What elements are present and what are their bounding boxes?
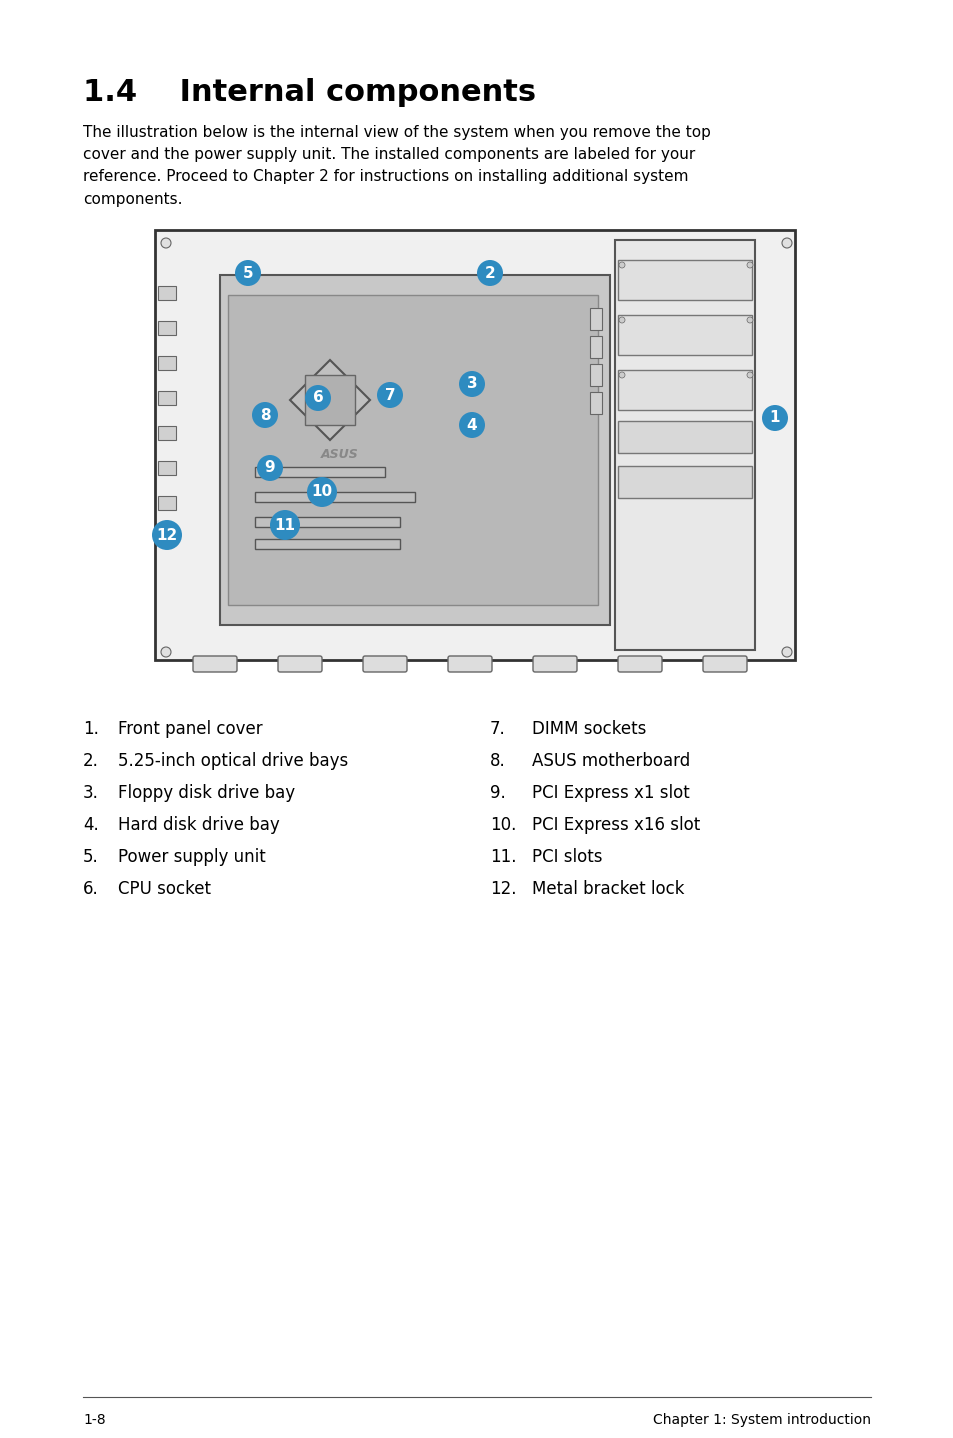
FancyBboxPatch shape (448, 656, 492, 672)
Circle shape (781, 647, 791, 657)
Text: 9.: 9. (490, 784, 505, 802)
Circle shape (305, 385, 331, 411)
Bar (158, 531, 175, 545)
Text: 12: 12 (156, 528, 177, 542)
Bar (254, 492, 415, 502)
Bar (158, 357, 175, 370)
Text: 5.25-inch optical drive bays: 5.25-inch optical drive bays (118, 752, 348, 769)
Circle shape (458, 371, 484, 397)
Bar (618, 370, 751, 410)
Bar (220, 275, 609, 626)
Text: Metal bracket lock: Metal bracket lock (532, 880, 684, 897)
Text: 10: 10 (311, 485, 333, 499)
Bar (618, 315, 751, 355)
Text: PCI Express x1 slot: PCI Express x1 slot (532, 784, 689, 802)
Bar (589, 336, 601, 358)
FancyBboxPatch shape (193, 656, 236, 672)
Text: 8: 8 (259, 407, 270, 423)
Bar (589, 308, 601, 329)
Circle shape (458, 413, 484, 439)
Text: 8.: 8. (490, 752, 505, 769)
Circle shape (761, 406, 787, 431)
Text: Front panel cover: Front panel cover (118, 720, 262, 738)
Circle shape (161, 239, 171, 247)
Text: 11: 11 (274, 518, 295, 532)
Bar (615, 240, 754, 650)
Circle shape (252, 403, 277, 429)
Bar (158, 391, 175, 406)
Text: 7: 7 (384, 387, 395, 403)
Text: 5.: 5. (83, 848, 99, 866)
Bar (254, 467, 385, 477)
Text: 9: 9 (264, 460, 275, 476)
Text: Floppy disk drive bay: Floppy disk drive bay (118, 784, 294, 802)
Bar (158, 321, 175, 335)
Text: 2.: 2. (83, 752, 99, 769)
Circle shape (746, 372, 752, 378)
Bar (158, 426, 175, 440)
Circle shape (618, 372, 624, 378)
Text: ASUS motherboard: ASUS motherboard (532, 752, 690, 769)
Text: ASUS: ASUS (321, 449, 358, 462)
Text: PCI slots: PCI slots (532, 848, 602, 866)
Text: 10.: 10. (490, 815, 516, 834)
Text: 3.: 3. (83, 784, 99, 802)
Bar (254, 539, 399, 549)
Bar (589, 393, 601, 414)
FancyBboxPatch shape (533, 656, 577, 672)
FancyBboxPatch shape (702, 656, 746, 672)
Circle shape (746, 262, 752, 267)
Circle shape (781, 239, 791, 247)
Text: 6: 6 (313, 391, 323, 406)
Text: 3: 3 (466, 377, 476, 391)
Bar (589, 364, 601, 385)
Text: The illustration below is the internal view of the system when you remove the to: The illustration below is the internal v… (83, 125, 710, 207)
Polygon shape (290, 360, 370, 440)
Bar (305, 375, 355, 426)
Text: CPU socket: CPU socket (118, 880, 211, 897)
Text: PCI Express x16 slot: PCI Express x16 slot (532, 815, 700, 834)
Circle shape (270, 510, 299, 541)
Bar (228, 295, 598, 605)
Text: Hard disk drive bay: Hard disk drive bay (118, 815, 279, 834)
FancyBboxPatch shape (618, 656, 661, 672)
Text: 1.4    Internal components: 1.4 Internal components (83, 78, 536, 106)
Bar (254, 518, 399, 526)
Text: Chapter 1: System introduction: Chapter 1: System introduction (652, 1414, 870, 1426)
Circle shape (234, 260, 261, 286)
Bar (158, 496, 175, 510)
Text: 7.: 7. (490, 720, 505, 738)
Text: 12.: 12. (490, 880, 516, 897)
Text: 2: 2 (484, 266, 495, 280)
Bar (158, 462, 175, 475)
Text: 1-8: 1-8 (83, 1414, 106, 1426)
Circle shape (161, 647, 171, 657)
Circle shape (256, 454, 283, 480)
Text: Power supply unit: Power supply unit (118, 848, 266, 866)
Bar (154, 230, 794, 660)
Circle shape (746, 316, 752, 324)
Text: 4: 4 (466, 417, 476, 433)
FancyBboxPatch shape (277, 656, 322, 672)
Circle shape (152, 521, 182, 549)
Circle shape (376, 383, 402, 408)
Bar (158, 286, 175, 301)
Circle shape (307, 477, 336, 508)
Circle shape (618, 262, 624, 267)
Text: 11.: 11. (490, 848, 516, 866)
Text: 6.: 6. (83, 880, 99, 897)
Text: 1.: 1. (83, 720, 99, 738)
Bar (618, 466, 751, 498)
Text: 5: 5 (242, 266, 253, 280)
Text: 1: 1 (769, 410, 780, 426)
Text: 4.: 4. (83, 815, 99, 834)
Circle shape (618, 316, 624, 324)
Bar (618, 421, 751, 453)
FancyBboxPatch shape (363, 656, 407, 672)
Text: DIMM sockets: DIMM sockets (532, 720, 646, 738)
Circle shape (476, 260, 502, 286)
Bar (618, 260, 751, 301)
